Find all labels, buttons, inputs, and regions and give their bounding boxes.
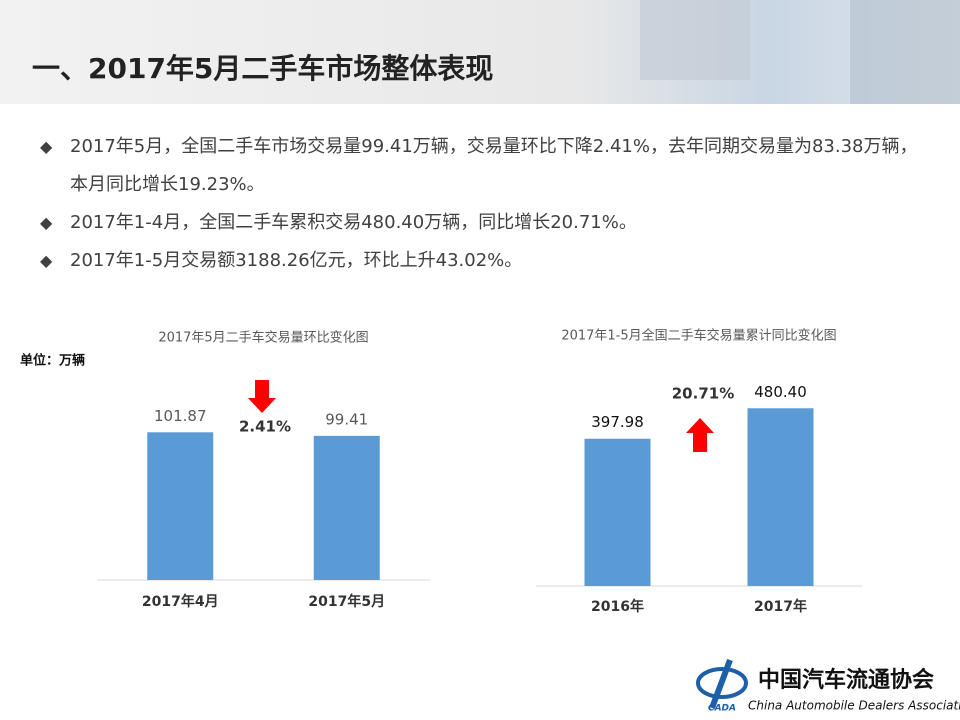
bar — [313, 435, 380, 580]
bar — [147, 432, 214, 580]
data-label: 480.40 — [754, 383, 807, 401]
x-tick-label: 2017年5月 — [308, 593, 385, 610]
chart-title: 2017年5月二手车交易量环比变化图 — [158, 330, 368, 346]
data-label: 99.41 — [325, 410, 368, 428]
logo: CADA 中国汽车流通协会 China Automobile Dealers A… — [696, 658, 960, 714]
annotation: 2.41% — [239, 418, 291, 436]
arrow — [686, 418, 714, 452]
bar — [584, 438, 651, 586]
logo-name: 中国汽车流通协会 — [758, 667, 934, 693]
header-cube — [640, 0, 750, 80]
bar — [747, 408, 814, 586]
x-tick-label: 2016年 — [591, 598, 644, 615]
x-tick-label: 2017年 — [754, 598, 807, 615]
header-cube — [850, 0, 960, 104]
data-label: 397.98 — [591, 413, 644, 431]
logo-abbr: CADA — [708, 704, 736, 714]
header-title: 一、2017年5月二手车市场整体表现 — [32, 52, 493, 85]
bullet: 2017年1-5月交易额3188.26亿元，环比上升43.02%。 — [40, 242, 920, 280]
data-label: 101.87 — [154, 407, 207, 425]
arrow — [248, 380, 276, 413]
header-band — [0, 0, 960, 104]
logo-english: China Automobile Dealers Association — [748, 699, 960, 713]
annotation: 20.71% — [672, 385, 734, 403]
bullet-list: 2017年5月，全国二手车市场交易量99.41万辆，交易量环比下降2.41%，去… — [40, 128, 920, 280]
x-tick-label: 2017年4月 — [142, 593, 219, 610]
bullet: 2017年5月，全国二手车市场交易量99.41万辆，交易量环比下降2.41%，去… — [40, 128, 920, 204]
unit-label: 单位：万辆 — [20, 353, 85, 369]
bullet: 2017年1-4月，全国二手车累积交易480.40万辆，同比增长20.71%。 — [40, 204, 920, 242]
chart-title: 2017年1-5月全国二手车交易量累计同比变化图 — [561, 328, 836, 344]
